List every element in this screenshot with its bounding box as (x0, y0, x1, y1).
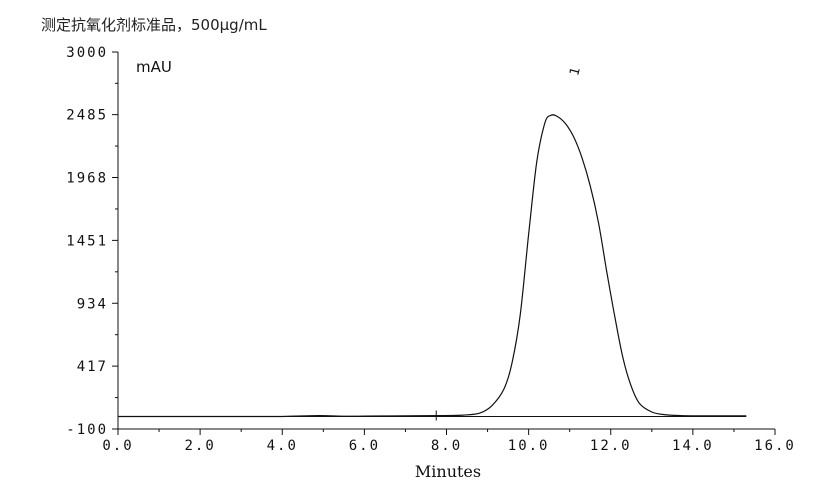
x-tick-label: 12.0 (590, 438, 632, 454)
chart-title: 测定抗氧化剂标准品，500µg/mL (41, 16, 267, 34)
y-axis-unit-label: mAU (136, 58, 172, 76)
y-tick-label: 1968 (66, 171, 108, 187)
y-tick-label: -100 (66, 422, 108, 438)
y-tick-label: 3000 (66, 45, 108, 61)
y-tick-label: 934 (77, 296, 108, 312)
x-tick-label: 2.0 (184, 438, 215, 454)
x-tick-label: 10.0 (508, 438, 550, 454)
x-tick-label: 8.0 (431, 438, 462, 454)
peak-label: 1 (567, 65, 584, 77)
x-tick-label: 16.0 (754, 438, 796, 454)
x-axis-ticks: 0.0 2.0 4.0 6.0 8.0 10.0 12.0 14.0 16.0 (102, 429, 796, 454)
y-tick-label: 417 (77, 359, 108, 375)
x-tick-label: 14.0 (672, 438, 714, 454)
plot-area: 1 (117, 65, 747, 421)
x-tick-label: 0.0 (102, 438, 133, 454)
y-tick-label: 2485 (66, 108, 108, 124)
x-tick-label: 6.0 (349, 438, 380, 454)
y-tick-label: 1451 (66, 233, 108, 249)
axes (117, 52, 775, 430)
x-tick-label: 4.0 (267, 438, 298, 454)
x-axis-title: Minutes (415, 462, 481, 481)
y-axis-ticks: -100 417 934 1451 1968 2485 3000 (66, 45, 118, 438)
chromatogram-trace (117, 114, 747, 418)
